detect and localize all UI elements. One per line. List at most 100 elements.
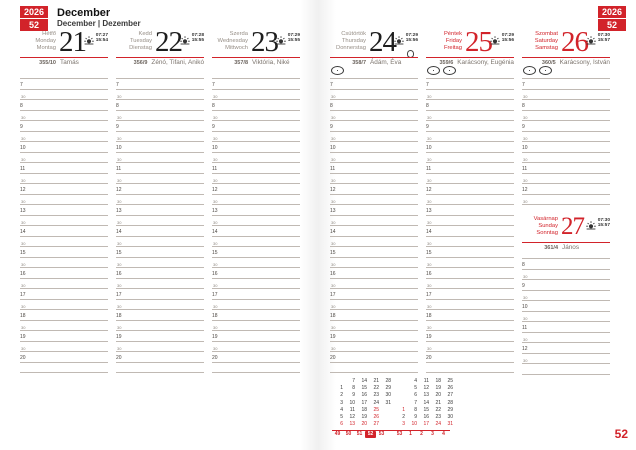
mini-week-row: 7 14 21 28 [332,377,392,384]
schedule-line: 20 [426,352,514,363]
schedule-line: 9 [522,280,610,291]
mini-day-cell: 7 [414,399,417,406]
schedule-line: 14 [212,226,300,237]
half-hour-label: 30 [427,156,432,162]
hour-label: 8 [116,103,119,109]
half-hour-label: 30 [21,282,26,288]
day-info-row: 356/9 Zénó, Tifani, Anikó [116,59,204,66]
name-days: Karácsony, Eugénia [457,59,514,66]
day-symbols [331,66,344,75]
mini-day-cell: 14 [361,377,367,384]
schedule-line: 30 [212,194,300,205]
half-hour-label: 30 [117,345,122,351]
month-title: December [57,7,111,19]
schedule-line: 19 [116,331,204,342]
day-name-hungarian: Vasárnap [533,216,558,222]
day-info-row: 357/8 Viktória, Niké [212,59,300,66]
half-hour-label: 30 [331,156,336,162]
hour-label: 7 [116,82,119,88]
schedule-line [522,364,610,375]
symbol-dot [528,69,531,72]
day-number: 22 [155,26,183,58]
sunrise-time: 07:29 [501,33,514,38]
schedule-line: 15 [330,247,418,258]
week-number-cell: 2 [420,431,423,437]
schedule-line: 15 [116,247,204,258]
sunrise-sunset-block: 07:30 15:57 [585,218,610,236]
schedule-line: 18 [330,310,418,321]
name-days: Tamás [60,59,79,66]
schedule-line: 19 [212,331,300,342]
half-hour-label: 30 [117,135,122,141]
mini-day-cell: 31 [385,399,391,406]
mini-day-cell: 30 [447,414,453,421]
hour-label: 9 [426,124,429,130]
day-name-english: Tuesday [129,38,152,45]
mini-day-cell: 21 [435,399,441,406]
schedule-line: 16 [20,268,108,279]
hour-label: 15 [330,250,336,256]
mini-day-cell: 5 [340,414,343,421]
hour-label: 20 [426,355,432,361]
half-hour-label: 30 [331,282,336,288]
schedule-line: 30 [20,299,108,310]
day-underline [522,57,610,58]
schedule-line: 16 [116,268,204,279]
week-number-cell: 1 [409,431,412,437]
mini-day-cell: 25 [447,377,453,384]
hour-label: 20 [212,355,218,361]
schedule-line: 30 [330,341,418,352]
sun-over-horizon-icon [585,33,596,51]
day-column: Kedd Tuesday Dienstag 22 07:28 15:55 356/9 Zénó… [116,26,204,375]
hour-label: 19 [426,334,432,340]
day-column: Szerda Wednesday Mittwoch 23 07:29 15:55 357/8… [212,26,300,375]
mini-day-cell: 3 [340,399,343,406]
hour-label: 7 [426,82,429,88]
week-separator-line [332,429,450,431]
month-subtitle: December | Dezember [57,19,141,28]
mini-day-cell: 10 [349,399,355,406]
sunset-time: 15:55 [287,38,300,44]
schedule-line [522,248,610,259]
schedule-line: 30 [212,215,300,226]
schedule-line [330,362,418,373]
day-underline [426,57,514,58]
hour-label: 8 [330,103,333,109]
mini-day-cell: 24 [435,421,441,428]
sun-over-horizon-icon [585,218,596,236]
day-header: Péntek Friday Freitag 25 07:29 15:56 359/6 Kará… [426,26,514,68]
hour-label: 16 [426,271,432,277]
half-hour-label: 30 [331,177,336,183]
schedule-line: 11 [522,163,610,174]
sun-over-horizon-icon [393,33,404,51]
schedule-line: 7 [426,79,514,90]
half-hour-label: 30 [21,219,26,225]
day-column: Péntek Friday Freitag 25 07:29 15:56 359/6 Kará… [426,26,514,375]
schedule-line: 17 [20,289,108,300]
schedule-line: 17 [212,289,300,300]
hour-label: 12 [522,346,528,352]
sunset-time: 15:55 [191,38,204,44]
half-hour-label: 30 [117,156,122,162]
day-names: Szerda Wednesday Mittwoch [212,31,248,53]
schedule-line: 30 [116,299,204,310]
schedule-line: 14 [20,226,108,237]
schedule-line: 30 [426,236,514,247]
hour-label: 10 [522,304,528,310]
schedule-line: 10 [426,142,514,153]
sunset-time: 15:56 [405,38,418,44]
day-names: Kedd Tuesday Dienstag [116,31,152,53]
half-hour-label: 30 [21,345,26,351]
day-of-year: 357/8 [234,60,248,66]
schedule-line: 13 [116,205,204,216]
day-name-hungarian: Csütörtök [341,31,366,37]
day-number: 21 [59,26,87,58]
mini-day-cell: 13 [349,421,355,428]
schedule-line: 20 [212,352,300,363]
day-of-year: 355/10 [39,60,56,66]
half-hour-label: 30 [21,261,26,267]
schedule-line: 17 [330,289,418,300]
hour-label: 11 [426,166,432,172]
half-hour-label: 30 [21,303,26,309]
mini-day-cell: 26 [447,384,453,391]
